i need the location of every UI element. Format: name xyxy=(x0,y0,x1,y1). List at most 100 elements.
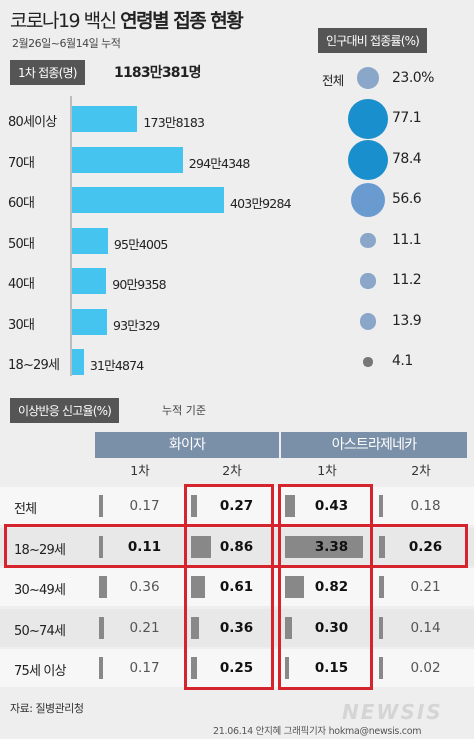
bar-category-label: 18~29세 xyxy=(8,358,60,373)
reaction-value: 0.15 xyxy=(314,660,349,676)
reaction-bar xyxy=(379,657,383,679)
reaction-bar xyxy=(191,657,197,679)
table-row xyxy=(0,527,474,566)
vaccine-header-pfizer: 화이자 xyxy=(95,432,279,458)
reaction-value: 0.21 xyxy=(410,579,441,595)
rate-total-label: 전체 xyxy=(322,73,344,88)
bar-category-label: 80세이상 xyxy=(8,115,57,130)
bar-value-label: 173만8183 xyxy=(143,115,205,130)
bar-value-label: 294만4348 xyxy=(188,155,251,171)
bar-value-label: 90만9358 xyxy=(112,277,166,292)
reaction-value: 0.11 xyxy=(127,538,162,555)
period-label: 2월26일~6월14일 누적 xyxy=(12,37,121,50)
rate-dot xyxy=(360,232,376,249)
rate-dot xyxy=(359,313,377,330)
table-row xyxy=(0,649,474,687)
rate-dot xyxy=(351,183,385,217)
reaction-bar xyxy=(99,657,103,679)
table-row xyxy=(0,608,474,647)
reaction-value: 0.21 xyxy=(129,619,160,636)
chart-title: 코로나19 백신 연령별 접종 현황 xyxy=(10,10,244,32)
reaction-bar xyxy=(285,576,304,598)
reaction-bar xyxy=(285,616,292,639)
reaction-value: 0.61 xyxy=(219,579,254,595)
reaction-value: 0.27 xyxy=(219,498,254,514)
table-row-label: 18~29세 xyxy=(14,542,66,558)
table-row-label: 50~74세 xyxy=(14,623,66,639)
reaction-note: 누적 기준 xyxy=(162,404,206,417)
bar-axis xyxy=(70,96,72,376)
highlight-box-pfizer-dose2 xyxy=(184,484,274,690)
dose-header: 2차 xyxy=(411,463,431,478)
table-row-label: 75세 이상 xyxy=(14,664,67,679)
reaction-value: 0.14 xyxy=(410,619,441,636)
dose1-bar xyxy=(72,106,138,132)
rate-dot xyxy=(357,67,379,89)
vaccine-header-az: 아스트라제네카 xyxy=(281,432,467,458)
reaction-bar xyxy=(191,616,200,639)
table-row xyxy=(0,487,474,525)
table-row-label: 30~49세 xyxy=(14,583,66,598)
dose1-bar xyxy=(72,349,84,375)
reaction-value: 0.30 xyxy=(314,619,349,636)
rate-value-label: 56.6 xyxy=(392,191,422,207)
reaction-value: 0.82 xyxy=(314,579,349,595)
reaction-value: 0.25 xyxy=(219,660,254,676)
rate-value-label: 11.1 xyxy=(392,231,422,248)
bar-category-label: 30대 xyxy=(8,317,35,333)
bar-value-label: 31만4874 xyxy=(89,358,144,373)
reaction-value: 0.43 xyxy=(314,498,349,514)
highlight-box-az-dose1 xyxy=(278,484,373,690)
reaction-value: 0.18 xyxy=(410,498,441,514)
rate-dot xyxy=(348,139,388,180)
reaction-bar xyxy=(191,535,211,558)
credit-line: 21.06.14 안지혜 그래픽기자 hokma@newsis.com xyxy=(213,726,422,737)
rate-dot xyxy=(348,99,388,139)
reaction-bar xyxy=(99,495,103,517)
reaction-value: 0.26 xyxy=(408,538,443,555)
bar-category-label: 60대 xyxy=(8,196,35,211)
reaction-value: 0.02 xyxy=(410,660,441,676)
bar-category-label: 40대 xyxy=(8,277,35,292)
bar-category-label: 70대 xyxy=(8,155,35,171)
rate-section-label: 인구대비 접종률(%) xyxy=(318,28,428,53)
dose1-bar xyxy=(72,268,107,294)
reaction-value: 0.36 xyxy=(129,579,160,595)
table-row xyxy=(0,568,474,606)
rate-total-value: 23.0% xyxy=(392,70,434,86)
dose1-bar xyxy=(72,187,224,213)
bar-value-label: 95만4005 xyxy=(113,236,168,252)
reaction-bar xyxy=(99,616,104,639)
reaction-section-label: 이상반응 신고율(%) xyxy=(10,398,120,423)
rate-value-label: 77.1 xyxy=(392,110,422,126)
source-note: 자료: 질병관리청 xyxy=(10,702,84,715)
reaction-value: 0.17 xyxy=(129,498,160,514)
rate-value-label: 4.1 xyxy=(392,353,413,369)
rate-value-label: 11.2 xyxy=(392,272,422,288)
table-row-label: 전체 xyxy=(14,502,37,517)
dose-header: 1차 xyxy=(130,463,150,478)
highlight-box-18-29 xyxy=(4,524,468,568)
reaction-bar xyxy=(285,495,295,517)
rate-dot xyxy=(363,357,373,367)
reaction-bar xyxy=(99,576,108,598)
reaction-bar xyxy=(379,576,384,598)
dose1-bar xyxy=(72,146,183,173)
reaction-value: 3.38 xyxy=(314,538,349,555)
reaction-bar xyxy=(379,616,383,639)
dose1-total: 1183만381명 xyxy=(114,65,202,81)
dose1-bar xyxy=(72,308,107,335)
reaction-bar xyxy=(285,657,289,679)
reaction-bar xyxy=(99,535,103,558)
reaction-bar xyxy=(379,495,384,517)
bar-value-label: 403만9284 xyxy=(230,196,292,211)
newsis-watermark: NEWSIS xyxy=(342,700,443,724)
dose-header: 1차 xyxy=(317,463,337,478)
dose-header: 2차 xyxy=(222,463,242,478)
reaction-value: 0.86 xyxy=(219,538,254,555)
dose1-section-label: 1차 접종(명) xyxy=(10,60,85,85)
rate-dot xyxy=(360,273,376,289)
dose1-bar xyxy=(72,227,108,254)
reaction-bar xyxy=(379,535,385,558)
bar-category-label: 50대 xyxy=(8,236,35,252)
